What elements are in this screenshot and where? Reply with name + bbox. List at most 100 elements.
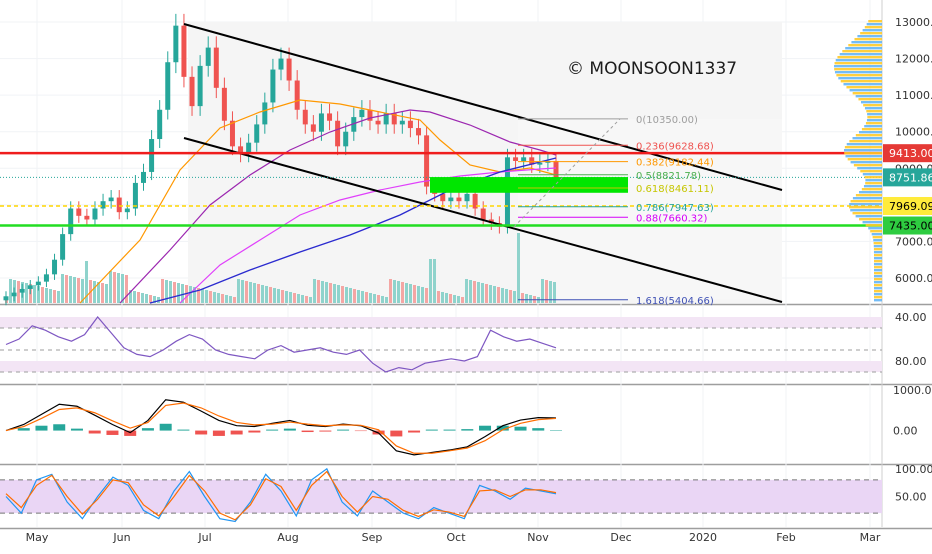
volume-bar — [229, 296, 232, 303]
volume-bar — [173, 282, 176, 303]
macd-histogram-bar — [213, 431, 225, 436]
volume-profile-bar — [845, 155, 882, 157]
volume-bar — [449, 294, 452, 303]
macd-histogram-bar — [89, 431, 101, 434]
candle-body — [456, 198, 461, 202]
volume-bar — [469, 280, 472, 303]
candle-body — [448, 198, 453, 202]
candle-body — [335, 121, 340, 147]
volume-profile-bar — [866, 110, 882, 112]
volume-bar — [489, 285, 492, 303]
price-label-text: 7969.09 — [889, 200, 932, 213]
rsi-tick-label: 80.00 — [895, 355, 927, 368]
volume-bar — [9, 279, 12, 303]
volume-bar — [333, 284, 336, 303]
price-tick-label: 6000.00 — [895, 272, 932, 285]
volume-bar — [77, 278, 80, 303]
volume-bar — [25, 283, 28, 303]
candle-body — [481, 209, 486, 220]
volume-bar — [137, 292, 140, 303]
volume-profile-bar — [834, 65, 882, 67]
rsi-upper-band — [0, 317, 882, 328]
volume-profile-bar — [867, 113, 882, 115]
fib-level-label: 1.618(5404.66) — [636, 296, 714, 307]
volume-bar — [253, 283, 256, 303]
x-tick-label: Mar — [860, 531, 881, 544]
volume-bar — [249, 282, 252, 303]
candle-body — [52, 260, 57, 275]
volume-bar — [289, 292, 292, 303]
volume-profile-bar — [874, 293, 882, 295]
volume-profile-bar — [836, 59, 882, 61]
volume-profile-bar — [853, 92, 882, 94]
candle-body — [465, 194, 470, 201]
volume-bar — [205, 290, 208, 303]
volume-bar — [201, 289, 204, 303]
volume-profile-bar — [843, 83, 882, 85]
volume-bar — [405, 283, 408, 303]
volume-bar — [169, 281, 172, 303]
volume-bar — [113, 272, 116, 303]
macd-histogram-bar — [319, 431, 331, 432]
volume-bar — [41, 287, 44, 303]
volume-bar — [377, 295, 380, 303]
x-tick-label: Jun — [112, 531, 130, 544]
volume-bar — [425, 288, 428, 303]
candle-body — [262, 102, 267, 124]
macd-histogram-bar — [302, 431, 314, 432]
volume-bar — [17, 281, 20, 303]
candle-body — [165, 62, 170, 110]
volume-profile-bar — [874, 278, 882, 280]
candle-body — [295, 81, 300, 110]
macd-histogram-bar — [266, 430, 278, 431]
volume-profile-bar — [874, 245, 882, 247]
macd-histogram-bar — [71, 429, 83, 431]
volume-profile-bar — [873, 236, 882, 238]
candle-body — [327, 113, 332, 120]
x-tick-label: Oct — [446, 531, 466, 544]
volume-profile-bar — [874, 299, 882, 301]
macd-histogram-bar — [337, 430, 349, 431]
volume-bar — [257, 284, 260, 303]
volume-profile-bar — [874, 251, 882, 253]
volume-profile-bar — [858, 98, 882, 100]
x-tick-label: Sep — [362, 531, 383, 544]
volume-profile-bar — [867, 23, 882, 25]
volume-profile-bar — [866, 224, 882, 226]
volume-profile-bar — [856, 215, 882, 217]
volume-bar — [301, 295, 304, 303]
volume-profile-bar — [864, 125, 882, 127]
volume-bar — [101, 283, 104, 303]
volume-profile-bar — [862, 128, 882, 130]
candle-body — [230, 121, 235, 147]
macd-histogram-bar — [461, 429, 473, 430]
candle-body — [206, 48, 211, 66]
candle-body — [76, 209, 81, 216]
volume-profile-bar — [835, 71, 882, 73]
candle-body — [376, 121, 381, 125]
candle-body — [424, 135, 429, 186]
volume-bar — [521, 293, 524, 303]
volume-profile-bar — [861, 101, 882, 103]
candle-body — [400, 121, 405, 125]
volume-bar — [285, 291, 288, 303]
macd-histogram-bar — [426, 430, 438, 431]
candle-body — [36, 282, 41, 286]
volume-bar — [505, 289, 508, 303]
volume-profile-bar — [854, 38, 882, 40]
volume-bar — [509, 290, 512, 303]
macd-histogram-bar — [35, 426, 47, 431]
volume-profile-bar — [848, 158, 882, 160]
macd-histogram-bar — [106, 431, 118, 435]
volume-profile-bar — [868, 20, 882, 22]
volume-profile-bar — [874, 269, 882, 271]
volume-bar — [525, 294, 528, 303]
volume-profile-bar — [868, 227, 882, 229]
volume-profile-bar — [851, 161, 882, 163]
volume-profile-bar — [865, 176, 882, 178]
candle-body — [28, 285, 33, 289]
volume-bar — [65, 275, 68, 303]
fib-level-label: 0.236(9628.68) — [636, 141, 714, 152]
volume-bar — [365, 292, 368, 303]
